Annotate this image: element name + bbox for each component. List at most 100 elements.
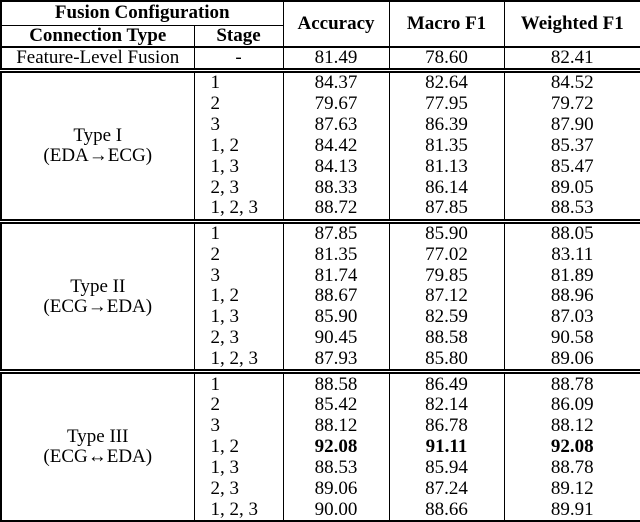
- macro-f1-cell: 82.64: [388, 70, 505, 94]
- connection-type-cell: Feature-Level Fusion: [0, 46, 195, 71]
- accuracy-cell: 81.74: [282, 265, 390, 287]
- weighted-f1-cell: 87.90: [503, 114, 640, 136]
- stage-cell: 1, 2, 3: [193, 499, 284, 521]
- accuracy-cell: 84.13: [282, 156, 390, 178]
- connection-direction: (EDA→ECG): [43, 144, 153, 166]
- accuracy-cell: 88.58: [282, 371, 390, 395]
- macro-f1-cell: 77.95: [388, 93, 505, 115]
- weighted-f1-cell: 85.47: [503, 156, 640, 178]
- accuracy-cell: 87.93: [282, 348, 390, 372]
- header-stage: Stage: [193, 25, 284, 47]
- macro-f1-cell: 88.66: [388, 499, 505, 521]
- stage-cell: 1, 3: [193, 457, 284, 479]
- header-accuracy: Accuracy: [282, 1, 390, 47]
- table-row: 3 87.63 86.39 87.90: [1, 114, 640, 136]
- weighted-f1-cell: 92.08: [503, 436, 640, 458]
- accuracy-cell: 89.06: [282, 478, 390, 500]
- table-row: 3 81.74 79.85 81.89: [1, 265, 640, 287]
- header-row-top: Fusion Configuration Accuracy Macro F1 W…: [0, 1, 640, 47]
- accuracy-cell: 85.42: [282, 394, 390, 416]
- table-row: 2 81.35 77.02 83.11: [1, 244, 640, 266]
- stage-cell: 1, 3: [193, 306, 284, 328]
- stage-cell: 1, 2: [193, 436, 284, 458]
- macro-f1-cell: 88.58: [388, 327, 505, 349]
- macro-f1-cell: 78.60: [388, 46, 505, 71]
- accuracy-cell: 92.08: [282, 436, 390, 458]
- section-feature-level-fusion: Feature-Level Fusion - 81.49 78.60 82.41: [0, 46, 640, 71]
- table-row: Type I (EDA→ECG) 1 84.37 82.64 84.52: [0, 70, 640, 222]
- table-row: Type II (ECG→EDA) 1 87.85 85.90 88.05: [0, 221, 640, 372]
- table-row: 2, 3 90.45 88.58 90.58: [1, 327, 640, 349]
- stage-cell: 2: [193, 93, 284, 115]
- accuracy-cell: 88.53: [282, 457, 390, 479]
- macro-f1-cell: 87.24: [388, 478, 505, 500]
- table-row: Type III (ECG↔EDA) 1 88.58 86.49 88.78: [0, 371, 640, 521]
- accuracy-cell: 79.67: [282, 93, 390, 115]
- accuracy-cell: 81.49: [282, 46, 390, 71]
- stage-cell: 1, 2: [193, 286, 284, 307]
- stage-cell: 1: [193, 70, 284, 94]
- accuracy-cell: 88.33: [282, 177, 390, 199]
- stage-cell: 2, 3: [193, 177, 284, 199]
- accuracy-cell: 90.00: [282, 499, 390, 521]
- stage-cell: 1, 2: [193, 135, 284, 157]
- stage-cell: 2, 3: [193, 327, 284, 349]
- accuracy-cell: 88.67: [282, 286, 390, 307]
- macro-f1-cell: 85.90: [388, 221, 505, 245]
- weighted-f1-cell: 85.37: [503, 135, 640, 157]
- table-row: 1, 2, 3 90.00 88.66 89.91: [1, 499, 640, 521]
- weighted-f1-cell: 81.89: [503, 265, 640, 287]
- accuracy-cell: 84.37: [282, 70, 390, 94]
- macro-f1-cell: 82.14: [388, 394, 505, 416]
- stage-cell: 3: [193, 114, 284, 136]
- weighted-f1-cell: 89.91: [503, 499, 640, 521]
- stage-cell: 1, 2, 3: [193, 348, 284, 372]
- connection-type-name: Type III: [67, 426, 129, 448]
- connection-type-name: Type I: [73, 124, 123, 146]
- connection-type-cell: Type II (ECG→EDA): [0, 221, 195, 372]
- table-row: 1, 3 85.90 82.59 87.03: [1, 306, 640, 328]
- table-header: Fusion Configuration Accuracy Macro F1 W…: [0, 1, 640, 47]
- accuracy-cell: 85.90: [282, 306, 390, 328]
- table-row: 2, 3 89.06 87.24 89.12: [1, 478, 640, 500]
- table-row: 1, 3 88.53 85.94 88.78: [1, 457, 640, 479]
- weighted-f1-cell: 88.78: [503, 371, 640, 395]
- weighted-f1-cell: 88.78: [503, 457, 640, 479]
- macro-f1-cell: 81.35: [388, 135, 505, 157]
- header-row-bottom: Connection Type Stage: [0, 25, 640, 47]
- section-type-iii: Type III (ECG↔EDA) 1 88.58 86.49 88.78 2 85.42 8…: [0, 371, 640, 521]
- weighted-f1-cell: 79.72: [503, 93, 640, 115]
- stage-cell: 1: [193, 221, 284, 245]
- table-row: 1, 2 92.08 91.11 92.08: [1, 436, 640, 458]
- stage-cell: -: [193, 46, 284, 71]
- weighted-f1-cell: 88.96: [503, 286, 640, 307]
- weighted-f1-cell: 82.41: [503, 46, 640, 71]
- table-row: Feature-Level Fusion - 81.49 78.60 82.41: [0, 46, 640, 71]
- macro-f1-cell: 86.14: [388, 177, 505, 199]
- accuracy-cell: 88.72: [282, 198, 390, 222]
- connection-type-cell: Type I (EDA→ECG): [0, 70, 195, 222]
- header-connection-type: Connection Type: [0, 25, 195, 47]
- macro-f1-cell: 86.49: [388, 371, 505, 395]
- macro-f1-cell: 87.85: [388, 198, 505, 222]
- weighted-f1-cell: 84.52: [503, 70, 640, 94]
- section-type-ii: Type II (ECG→EDA) 1 87.85 85.90 88.05 2 81.35 77…: [0, 221, 640, 372]
- stage-cell: 1, 2, 3: [193, 198, 284, 222]
- connection-type-name: Type II: [70, 275, 126, 297]
- table-row: 1, 3 84.13 81.13 85.47: [1, 156, 640, 178]
- macro-f1-cell: 86.39: [388, 114, 505, 136]
- stage-cell: 3: [193, 265, 284, 287]
- accuracy-cell: 87.85: [282, 221, 390, 245]
- weighted-f1-cell: 90.58: [503, 327, 640, 349]
- macro-f1-cell: 79.85: [388, 265, 505, 287]
- weighted-f1-cell: 88.53: [503, 198, 640, 222]
- stage-cell: 3: [193, 415, 284, 437]
- table-row: 3 88.12 86.78 88.12: [1, 415, 640, 437]
- macro-f1-cell: 81.13: [388, 156, 505, 178]
- stage-cell: 2, 3: [193, 478, 284, 500]
- weighted-f1-cell: 89.06: [503, 348, 640, 372]
- weighted-f1-cell: 86.09: [503, 394, 640, 416]
- table-row: 1, 2 88.67 87.12 88.96: [1, 286, 640, 307]
